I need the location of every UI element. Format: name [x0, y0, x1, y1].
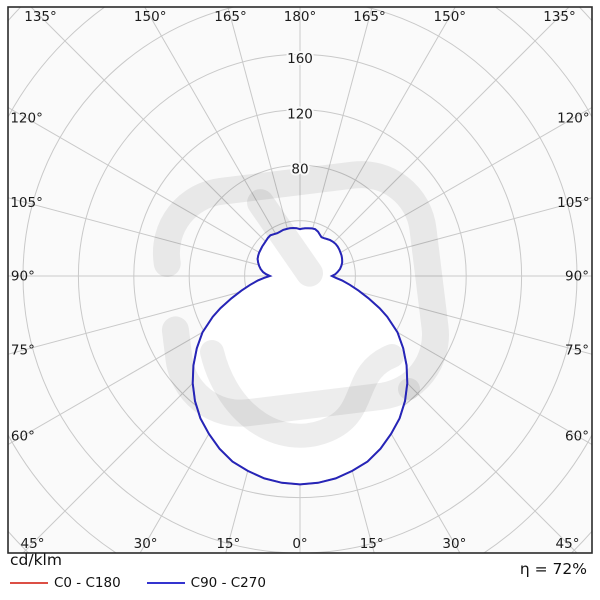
watermark-ring-group [152, 161, 449, 427]
grid-radial-line [299, 106, 592, 277]
angle-label: 165° [353, 9, 386, 25]
angle-label: 45° [556, 536, 580, 552]
angle-label: 45° [21, 536, 45, 552]
angle-label: 15° [216, 536, 240, 552]
angle-label: 120° [10, 111, 43, 127]
angle-label: 135° [543, 9, 576, 25]
grid-radial-line [8, 197, 301, 277]
watermark-swoosh [200, 340, 404, 448]
watermark-bar [247, 189, 324, 287]
grid-radial-line [8, 275, 301, 355]
grid-ring [77, 53, 523, 499]
legend-swatch-red [10, 582, 48, 584]
efficiency-label: η = 72% [519, 560, 587, 578]
curve-c90-c270 [191, 226, 409, 486]
legend-label-c90-c270: C90 - C270 [190, 575, 266, 591]
angle-label: 150° [434, 9, 467, 25]
angle-label: 180° [284, 9, 317, 25]
grid-radial-line [299, 7, 373, 277]
grid-ring [22, 7, 578, 553]
grid-radial-line [299, 275, 592, 355]
grid-radial-line [227, 7, 301, 277]
angle-label: 60° [11, 429, 35, 445]
legend-item-c90-c270: C90 - C270 [146, 575, 266, 591]
r-axis-label: 120 [287, 106, 313, 122]
angle-label: 105° [10, 195, 43, 211]
grid-radial-line [299, 7, 570, 277]
angle-label: 90° [11, 269, 35, 285]
angle-label: 15° [360, 536, 384, 552]
legend-label-c0-c180: C0 - C180 [54, 575, 121, 591]
grid-radial-line [30, 7, 301, 277]
grid-radial-line [8, 106, 301, 277]
grid-radial-line [299, 7, 456, 277]
units-label: cd/klm [10, 551, 62, 569]
angle-label: 75° [11, 343, 35, 359]
angle-label: 105° [557, 195, 590, 211]
curve-fill [192, 228, 408, 485]
legend-item-c0-c180: C0 - C180 [10, 575, 121, 591]
angle-label: 150° [134, 9, 167, 25]
plot-border [7, 6, 593, 554]
angle-label: 75° [565, 343, 589, 359]
watermark-logo [152, 161, 449, 448]
angle-label: 30° [442, 536, 466, 552]
angle-label: 120° [557, 111, 590, 127]
r-axis-label: 80 [291, 162, 308, 178]
watermark-ring [152, 161, 449, 427]
grid-radial-line [144, 7, 301, 277]
angle-label: 30° [134, 536, 158, 552]
angle-label: 135° [24, 9, 57, 25]
r-axis-label: 160 [287, 51, 313, 67]
angle-label: 60° [565, 429, 589, 445]
legend-swatch-blue [146, 582, 185, 584]
watermark-dot [398, 378, 420, 400]
angle-label: 90° [565, 269, 589, 285]
angle-label: 0° [292, 536, 307, 552]
legend: C0 - C180 C90 - C270 [10, 574, 292, 592]
grid-radial-line [299, 197, 592, 277]
angle-label: 165° [214, 9, 247, 25]
